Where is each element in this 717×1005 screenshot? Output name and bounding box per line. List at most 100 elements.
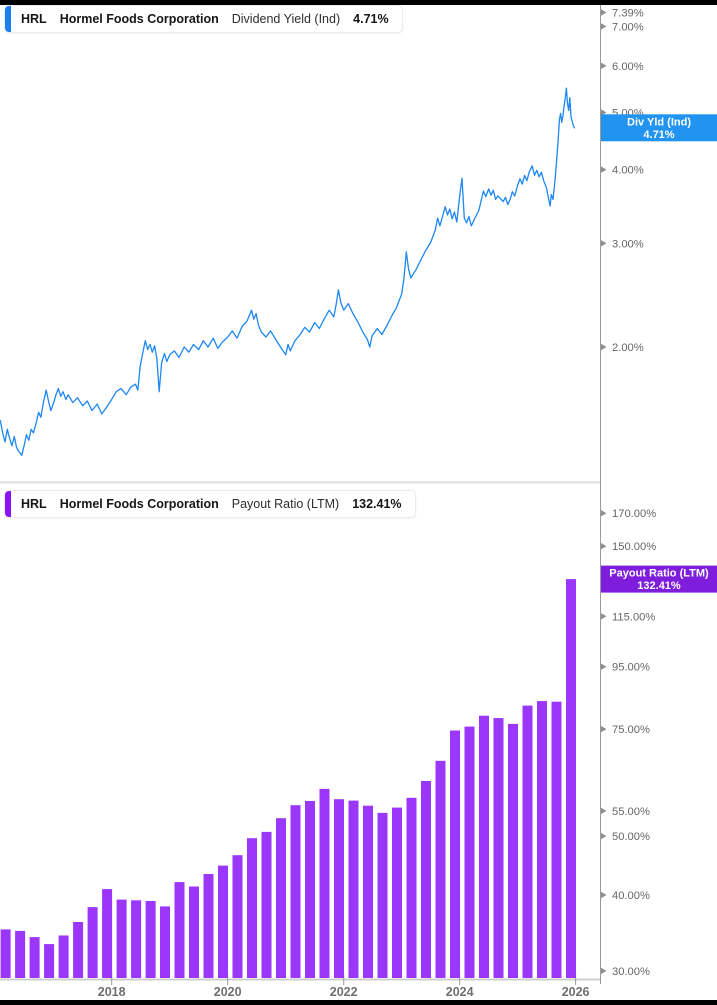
payout-ratio-bar [450, 730, 460, 978]
x-axis-tick-label: 2024 [446, 985, 474, 999]
company-name: Hormel Foods Corporation [59, 12, 219, 26]
metric-name: Dividend Yield (Ind) [231, 12, 341, 26]
payout-ratio-bar [189, 886, 199, 978]
payout-ratio-bar [551, 701, 562, 978]
payout-ratio-bar [392, 807, 402, 978]
y-axis-tick-marker [601, 543, 607, 550]
payout-ratio-bar [421, 781, 431, 978]
metric-value: 132.41% [352, 497, 402, 511]
y-axis-tick-label: 115.00% [612, 611, 655, 623]
payout-ratio-bar [116, 899, 127, 978]
payout-ratio-bar [406, 797, 417, 978]
payout-ratio-bar [87, 907, 98, 978]
payout-ratio-bar [203, 874, 214, 978]
y-axis-tick-label: 75.00% [612, 724, 650, 736]
payout-ratio-badge-label: Payout Ratio (LTM) [609, 568, 709, 580]
payout-ratio-bar [334, 799, 344, 978]
y-axis-tick-label: 95.00% [612, 662, 650, 674]
payout-ratio-bar [348, 800, 359, 978]
metric-value: 4.71% [353, 12, 389, 26]
y-axis-tick-marker [601, 891, 607, 899]
y-axis-tick-marker [601, 9, 607, 16]
x-axis-tick-label: 2018 [98, 985, 126, 999]
window-top-bar [0, 0, 717, 5]
x-axis-tick-label: 2026 [562, 985, 590, 999]
y-axis-tick-marker [601, 23, 607, 30]
y-axis-tick-label: 150.00% [612, 541, 656, 553]
y-axis-tick-label: 4.00% [612, 165, 644, 177]
payout-ratio-bar [522, 705, 533, 978]
payout-ratio-bar [435, 760, 446, 978]
y-axis-tick-marker [601, 967, 607, 975]
series-header-dividend-yield[interactable]: HRL Hormel Foods Corporation Dividend Yi… [4, 5, 403, 33]
dividend-yield-accent-bar [5, 6, 11, 32]
series-header-payout-ratio[interactable]: HRL Hormel Foods Corporation Payout Rati… [4, 490, 416, 518]
payout-ratio-bar [44, 944, 55, 978]
payout-ratio-bar [290, 805, 301, 978]
payout-ratio-bar [58, 935, 69, 978]
payout-ratio-bar [566, 579, 576, 978]
payout-ratio-bar [73, 922, 84, 978]
payout-ratio-bar [508, 723, 518, 978]
ticker-symbol: HRL [21, 497, 47, 511]
payout-ratio-badge [601, 565, 717, 593]
ticker-symbol: HRL [21, 12, 47, 26]
y-axis-tick-marker [601, 62, 607, 69]
y-axis-tick-marker [601, 166, 607, 173]
payout-ratio-bar [29, 937, 40, 978]
y-axis-tick-label: 30.00% [612, 966, 650, 978]
payout-ratio-bar [131, 900, 142, 978]
payout-ratio-bar [464, 726, 475, 978]
y-axis-tick-label: 6.00% [612, 61, 644, 73]
y-axis-tick-label: 170.00% [612, 508, 656, 520]
payout-ratio-bar [377, 812, 388, 978]
y-axis-tick-marker [601, 109, 607, 116]
y-axis-tick-label: 40.00% [612, 890, 650, 902]
payout-ratio-bar [247, 838, 257, 978]
payout-ratio-bar [160, 906, 170, 978]
y-axis-tick-marker [601, 613, 607, 620]
payout-ratio-bar [174, 882, 185, 978]
x-axis-tick-label: 2022 [330, 985, 358, 999]
payout-ratio-bar [218, 865, 228, 978]
payout-ratio-bar [232, 855, 243, 978]
payout-ratio-bar [479, 715, 489, 978]
y-axis-tick-marker [601, 807, 607, 815]
div-yld-badge-label: Div Yld (Ind) [627, 116, 691, 128]
company-name: Hormel Foods Corporation [59, 497, 219, 511]
panel-divider [0, 481, 600, 484]
payout-ratio-bar [276, 818, 286, 978]
payout-ratio-badge-value: 132.41% [637, 580, 681, 592]
payout-ratio-bar [145, 901, 156, 978]
y-axis-tick-marker [601, 510, 607, 517]
y-axis-tick-label: 7.00% [612, 21, 644, 33]
x-axis-tick-label: 2020 [214, 985, 242, 999]
y-axis-tick-marker [601, 832, 607, 840]
y-axis-tick-marker [601, 343, 607, 351]
y-axis-tick-marker [601, 725, 607, 733]
payout-ratio-bar [319, 788, 330, 978]
payout-ratio-bar [493, 718, 504, 978]
payout-ratio-bar [537, 701, 547, 978]
payout-ratio-bar [0, 929, 11, 978]
y-axis-tick-label: 2.00% [612, 342, 644, 354]
payout-ratio-bar [261, 831, 272, 978]
y-axis-tick-label: 50.00% [612, 831, 650, 843]
y-axis-tick-marker [601, 240, 607, 247]
payout-ratio-bar [305, 801, 315, 978]
div-yld-badge-value: 4.71% [643, 129, 674, 141]
y-axis-tick-marker [601, 663, 607, 670]
y-axis-tick-label: 3.00% [612, 238, 644, 250]
metric-name: Payout Ratio (LTM) [231, 497, 340, 511]
dividend-yield-line [0, 87, 576, 456]
payout-ratio-bar [363, 805, 373, 978]
y-axis-tick-label: 7.39% [612, 8, 644, 20]
y-axis-tick-label: 55.00% [612, 806, 650, 818]
window-bottom-bar [0, 1000, 717, 1005]
payout-ratio-accent-bar [5, 491, 11, 517]
div-yld-badge [601, 114, 717, 142]
payout-ratio-bar [102, 889, 113, 978]
payout-ratio-bar [15, 930, 26, 978]
